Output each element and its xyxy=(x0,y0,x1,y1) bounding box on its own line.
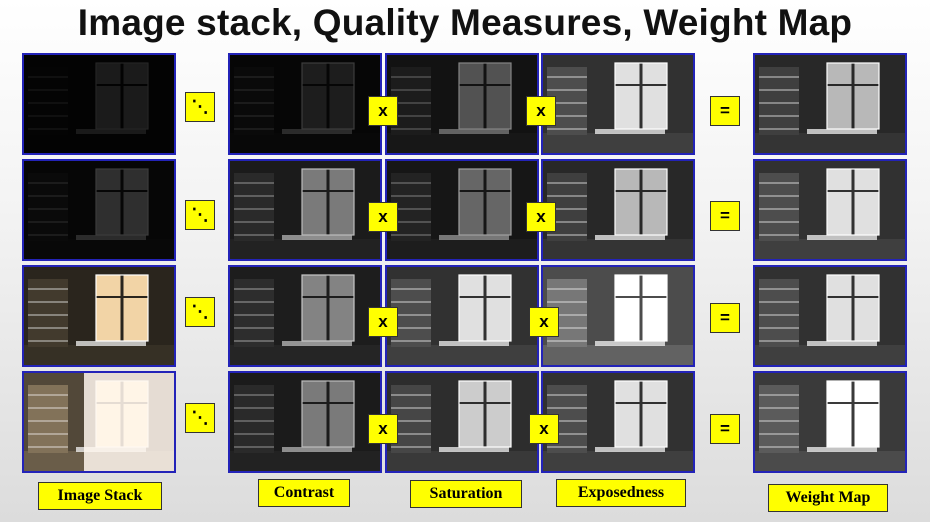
multiply-operator-2: x xyxy=(529,307,559,337)
saturation-exposure-3-image xyxy=(385,265,539,367)
equals-operator: = xyxy=(710,96,740,126)
contrast-exposure-4-image xyxy=(228,371,382,473)
image-stack-exposure-4-image xyxy=(22,371,176,473)
weight-map-exposure-4-image xyxy=(753,371,907,473)
saturation-exposure-4-image xyxy=(385,371,539,473)
contrast-exposure-1-image xyxy=(228,53,382,155)
weight-map-exposure-2-image xyxy=(753,159,907,261)
multiply-operator-2: x xyxy=(526,202,556,232)
image-stack-exposure-1-image xyxy=(22,53,176,155)
label-weight-map: Weight Map xyxy=(768,484,888,512)
saturation-exposure-1-image xyxy=(385,53,539,155)
multiply-operator-2: x xyxy=(526,96,556,126)
saturation-exposure-2-image xyxy=(385,159,539,261)
label-contrast: Contrast xyxy=(258,479,350,507)
exposedness-exposure-2-image xyxy=(541,159,695,261)
weight-map-exposure-1-image xyxy=(753,53,907,155)
exposedness-exposure-3-image xyxy=(541,265,695,367)
multiply-operator-1: x xyxy=(368,307,398,337)
contrast-exposure-2-image xyxy=(228,159,382,261)
divide-operator: ⋱ xyxy=(185,297,215,327)
multiply-operator-1: x xyxy=(368,202,398,232)
label-exposedness: Exposedness xyxy=(556,479,686,507)
divide-operator: ⋱ xyxy=(185,92,215,122)
multiply-operator-1: x xyxy=(368,96,398,126)
contrast-exposure-3-image xyxy=(228,265,382,367)
image-stack-exposure-3-image xyxy=(22,265,176,367)
exposedness-exposure-1-image xyxy=(541,53,695,155)
equals-operator: = xyxy=(710,414,740,444)
label-image-stack: Image Stack xyxy=(38,482,162,510)
equals-operator: = xyxy=(710,303,740,333)
label-saturation: Saturation xyxy=(410,480,522,508)
multiply-operator-2: x xyxy=(529,414,559,444)
weight-map-exposure-3-image xyxy=(753,265,907,367)
slide-title: Image stack, Quality Measures, Weight Ma… xyxy=(77,2,853,43)
image-stack-exposure-2-image xyxy=(22,159,176,261)
equals-operator: = xyxy=(710,201,740,231)
exposedness-exposure-4-image xyxy=(541,371,695,473)
divide-operator: ⋱ xyxy=(185,200,215,230)
multiply-operator-1: x xyxy=(368,414,398,444)
divide-operator: ⋱ xyxy=(185,403,215,433)
